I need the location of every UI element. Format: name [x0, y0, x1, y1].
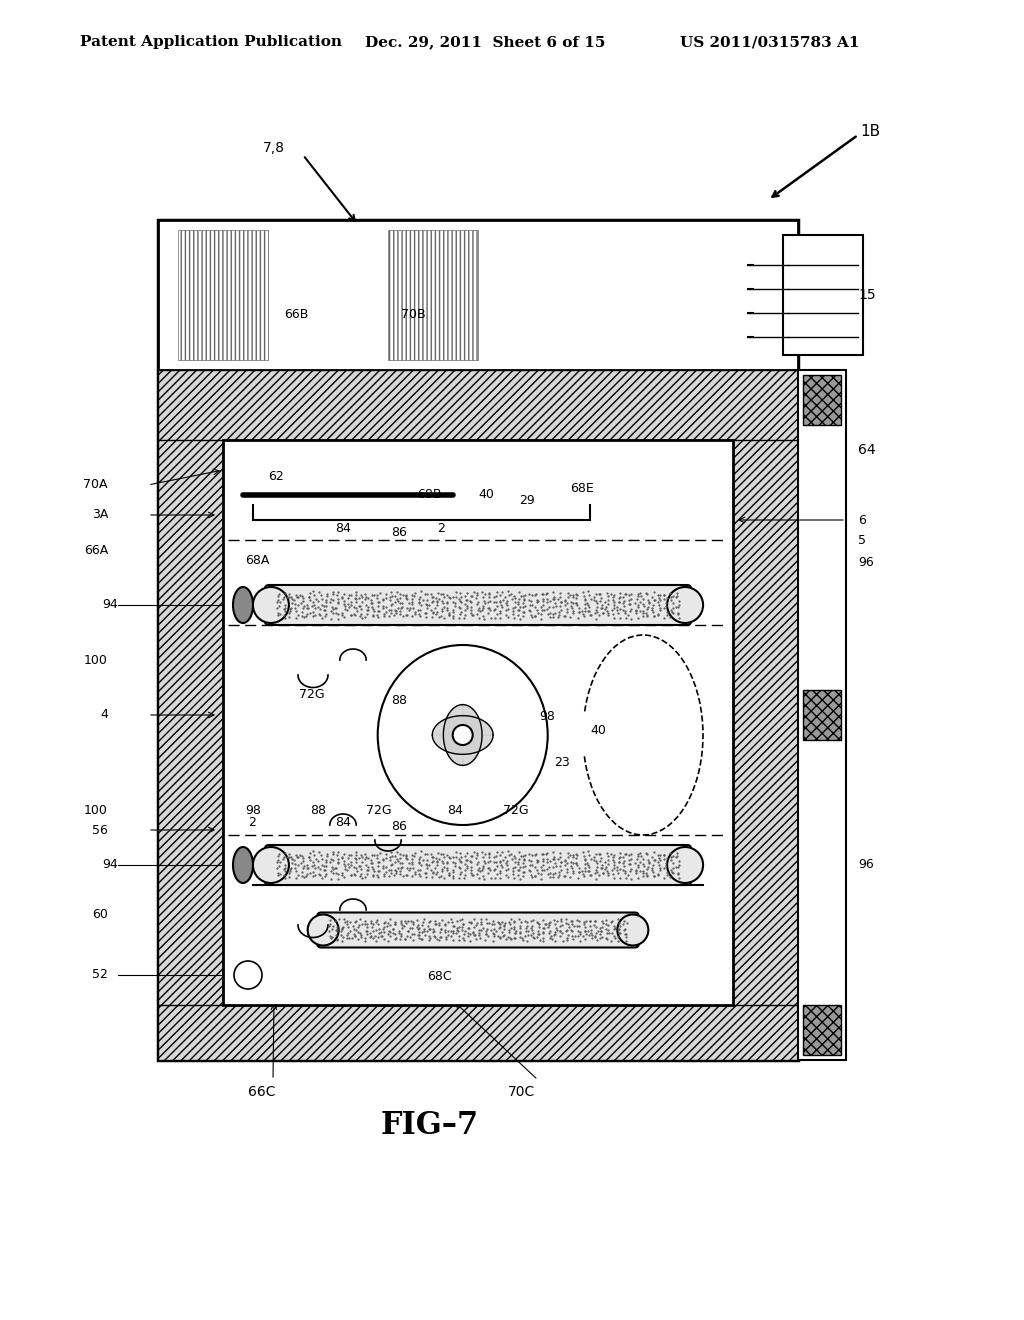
Circle shape: [667, 587, 703, 623]
Polygon shape: [463, 705, 482, 766]
Text: 72G: 72G: [299, 689, 326, 701]
Text: 72G: 72G: [366, 804, 391, 817]
Text: 100: 100: [84, 653, 108, 667]
Circle shape: [453, 725, 473, 744]
FancyBboxPatch shape: [317, 912, 639, 948]
Text: 40: 40: [478, 488, 494, 502]
Bar: [158, 1005, 798, 1060]
Text: Patent Application Publication: Patent Application Publication: [80, 36, 342, 49]
Text: 86: 86: [391, 525, 408, 539]
Text: 60: 60: [92, 908, 108, 921]
Text: B: B: [681, 851, 689, 862]
Text: 70A: 70A: [84, 479, 108, 491]
Text: 66C: 66C: [248, 1085, 275, 1100]
Text: 94: 94: [102, 858, 118, 871]
Text: 4: 4: [100, 709, 108, 722]
Circle shape: [307, 915, 339, 945]
Text: 72G: 72G: [504, 804, 529, 817]
Text: 96: 96: [858, 556, 873, 569]
Bar: [733, 370, 798, 1060]
Circle shape: [253, 587, 289, 623]
Text: B: B: [681, 558, 689, 569]
Text: 40: 40: [590, 723, 606, 737]
Bar: [158, 370, 223, 1060]
Bar: [803, 375, 841, 425]
Text: FIG–7: FIG–7: [381, 1110, 479, 1140]
Text: 3A: 3A: [91, 508, 108, 521]
Text: 68C: 68C: [427, 970, 452, 983]
Text: A: A: [681, 510, 689, 520]
Text: 2: 2: [437, 521, 445, 535]
Text: 15: 15: [858, 288, 876, 302]
Text: 66B: 66B: [285, 309, 308, 322]
Bar: [158, 220, 798, 1060]
Circle shape: [667, 847, 703, 883]
Text: 84: 84: [447, 804, 463, 817]
Text: 7,8: 7,8: [263, 141, 285, 154]
Circle shape: [253, 847, 289, 883]
Text: 96: 96: [858, 858, 873, 871]
Text: 56: 56: [92, 824, 108, 837]
Ellipse shape: [233, 847, 253, 883]
Text: 94: 94: [102, 598, 118, 611]
Text: 1B: 1B: [860, 124, 880, 140]
Bar: [803, 1005, 841, 1055]
Text: 2: 2: [248, 817, 256, 829]
Bar: [798, 370, 846, 1060]
Bar: [178, 230, 268, 360]
Text: 5: 5: [858, 533, 866, 546]
Bar: [158, 220, 798, 370]
Text: 88: 88: [391, 693, 408, 706]
Text: Dec. 29, 2011  Sheet 6 of 15: Dec. 29, 2011 Sheet 6 of 15: [365, 36, 605, 49]
Text: 23: 23: [555, 756, 570, 770]
Bar: [223, 440, 733, 1005]
Circle shape: [617, 915, 648, 945]
Text: 98: 98: [245, 804, 261, 817]
Text: B: B: [681, 818, 689, 829]
Polygon shape: [443, 705, 463, 766]
Text: 70B: 70B: [401, 309, 426, 322]
Text: US 2011/0315783 A1: US 2011/0315783 A1: [680, 36, 859, 49]
FancyBboxPatch shape: [265, 845, 691, 884]
Text: B: B: [681, 832, 689, 842]
Text: 29: 29: [519, 494, 535, 507]
Bar: [158, 370, 798, 440]
Text: 68A: 68A: [245, 553, 269, 566]
Text: 68E: 68E: [569, 482, 594, 495]
Text: 66A: 66A: [84, 544, 108, 557]
Text: A: A: [681, 805, 689, 814]
Text: 68B: 68B: [417, 488, 441, 502]
Text: 64: 64: [858, 444, 876, 457]
Text: 86: 86: [391, 821, 408, 833]
Text: 84: 84: [335, 521, 351, 535]
Text: 84: 84: [335, 817, 351, 829]
Text: 100: 100: [84, 804, 108, 817]
Text: 6: 6: [858, 513, 866, 527]
Text: 70C: 70C: [508, 1085, 536, 1100]
Text: 98: 98: [540, 710, 555, 723]
Bar: [783, 235, 863, 355]
Bar: [803, 690, 841, 741]
FancyBboxPatch shape: [265, 585, 691, 624]
Ellipse shape: [233, 587, 253, 623]
Text: 62: 62: [268, 470, 284, 483]
Polygon shape: [432, 715, 494, 735]
Text: 88: 88: [309, 804, 326, 817]
Bar: [388, 230, 478, 360]
Text: 52: 52: [92, 969, 108, 982]
Polygon shape: [432, 735, 494, 754]
